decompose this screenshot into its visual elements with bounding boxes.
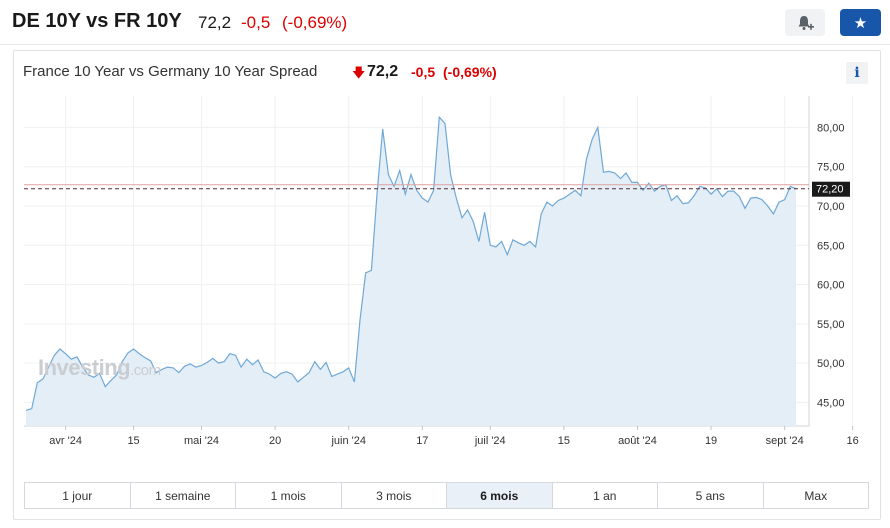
arrow-down-icon: 🡇: [352, 65, 366, 80]
chart-price: 72,2: [367, 63, 399, 80]
pair-title: DE 10Y vs FR 10Y: [12, 10, 182, 32]
x-tick-label: 17: [416, 435, 428, 447]
x-tick-label: 19: [705, 435, 717, 447]
y-tick-label: 60,00: [817, 280, 845, 292]
y-tick-label: 70,00: [817, 201, 845, 213]
x-tick-label: avr '24: [49, 435, 82, 447]
area-fill: [26, 117, 796, 426]
watermark-suffix: .com: [130, 362, 161, 379]
range-tab[interactable]: 6 mois: [447, 483, 553, 508]
y-tick-label: 55,00: [817, 319, 845, 331]
chart-change: -0,5: [411, 64, 436, 80]
x-tick-label: 20: [269, 435, 281, 447]
x-tick-label: juin '24: [330, 435, 366, 447]
chart-title: France 10 Year vs Germany 10 Year Spread: [23, 63, 318, 80]
watermark-brand: Investing: [38, 355, 131, 380]
star-icon: ★: [853, 14, 868, 32]
y-tick-label: 45,00: [817, 397, 845, 409]
range-tab[interactable]: 1 semaine: [130, 483, 236, 508]
header: DE 10Y vs FR 10Y 72,2 -0,5 (-0,69%) ★: [0, 0, 890, 46]
favorite-button[interactable]: ★: [840, 9, 881, 36]
pair-price: 72,2: [198, 13, 232, 32]
x-tick-label: 15: [558, 435, 570, 447]
x-tick-label: août '24: [618, 435, 657, 447]
x-tick-label: juil '24: [474, 435, 506, 447]
x-tick-label: 16: [846, 435, 858, 447]
x-tick-label: 15: [127, 435, 139, 447]
pair-change-percent: (-0,69%): [282, 13, 348, 32]
y-tick-label: 75,00: [817, 162, 845, 174]
range-tab[interactable]: 1 mois: [236, 483, 342, 508]
chart-card: 45,00 50,00 55,00 60,00 65,00 70,00 75,00 80,00…: [13, 50, 881, 520]
range-tab[interactable]: Max: [763, 483, 868, 508]
x-tick-label: mai '24: [184, 435, 219, 447]
alert-button[interactable]: [785, 9, 825, 36]
header-divider: [0, 44, 890, 45]
last-value-label: 72,20: [816, 184, 844, 196]
y-tick-label: 80,00: [817, 122, 845, 134]
range-tab[interactable]: 3 mois: [341, 483, 447, 508]
y-tick-label: 50,00: [817, 358, 845, 370]
pair-change: -0,5: [241, 13, 271, 32]
range-tab[interactable]: 1 an: [552, 483, 658, 508]
series-line: [25, 115, 797, 411]
info-button[interactable]: i: [846, 62, 868, 84]
y-tick-label: 65,00: [817, 240, 845, 252]
x-tick-label: sept '24: [766, 435, 804, 447]
spread-chart[interactable]: 45,00 50,00 55,00 60,00 65,00 70,00 75,00 80,00…: [14, 51, 882, 476]
chart-change-percent: (-0,69%): [443, 64, 497, 80]
range-tabs: 1 jour 1 semaine 1 mois 3 mois 6 mois 1 an 5 a…: [24, 482, 869, 509]
range-tab[interactable]: 5 ans: [658, 483, 764, 508]
range-tab[interactable]: 1 jour: [25, 483, 131, 508]
bell-plus-icon: [798, 15, 814, 30]
investing-watermark: Investing.com: [38, 355, 161, 381]
last-value-badge: [812, 181, 850, 197]
